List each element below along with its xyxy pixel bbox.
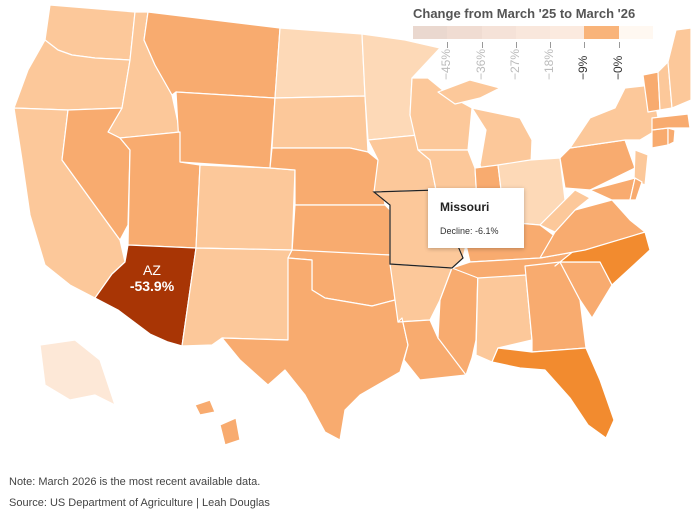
state-ma[interactable] <box>651 113 691 131</box>
state-ks[interactable] <box>291 204 391 256</box>
state-nj[interactable] <box>633 149 649 186</box>
legend-tick-label: −45% <box>439 48 454 80</box>
state-co[interactable] <box>195 164 296 251</box>
legend-swatch <box>515 26 551 39</box>
legend-swatch <box>481 26 516 39</box>
state-fl[interactable] <box>491 347 615 439</box>
state-tx[interactable] <box>221 257 409 441</box>
state-nc[interactable] <box>554 231 651 286</box>
arizona-label: AZ -53.9% <box>120 262 184 294</box>
state-de[interactable] <box>629 177 643 201</box>
legend-tick-label: −18% <box>542 48 557 80</box>
legend-ticks: −45% −36% −27% −18% −9% −0% <box>413 39 653 80</box>
state-tooltip: Missouri Decline: -6.1% <box>428 188 524 248</box>
state-wi[interactable] <box>409 77 473 151</box>
state-hi[interactable] <box>194 399 241 446</box>
state-nm[interactable] <box>181 247 293 347</box>
legend-tick-label: −0% <box>610 55 625 80</box>
legend: Change from March '25 to March '26 −45% −… <box>413 6 653 80</box>
footer: Note: March 2026 is the most recent avai… <box>9 472 270 514</box>
legend-color-bar <box>413 26 653 39</box>
state-nd[interactable] <box>274 27 366 99</box>
tooltip-value: Decline: -6.1% <box>440 226 499 236</box>
footer-source: Source: US Department of Agriculture | L… <box>9 497 270 509</box>
state-sd[interactable] <box>271 95 369 153</box>
legend-tick-label: −27% <box>507 48 522 80</box>
legend-tick-label: −9% <box>576 55 591 80</box>
state-wy[interactable] <box>175 91 276 169</box>
arizona-value: -53.9% <box>129 278 175 294</box>
legend-swatch <box>550 26 585 39</box>
state-la[interactable] <box>397 317 473 381</box>
state-ak[interactable] <box>39 339 116 406</box>
state-ct[interactable] <box>651 127 669 149</box>
legend-swatch <box>413 26 448 39</box>
legend-tick-label: −36% <box>473 48 488 80</box>
legend-swatch <box>618 26 653 39</box>
legend-title: Change from March '25 to March '26 <box>413 6 636 21</box>
state-ri[interactable] <box>667 127 676 146</box>
state-me[interactable] <box>667 27 691 109</box>
tooltip-title: Missouri <box>440 200 490 214</box>
arizona-abbr: AZ <box>143 262 161 278</box>
footer-note: Note: March 2026 is the most recent avai… <box>9 476 261 488</box>
state-al[interactable] <box>475 265 533 363</box>
state-wv[interactable] <box>539 189 591 233</box>
legend-swatch <box>447 26 482 39</box>
legend-swatch <box>584 26 619 39</box>
